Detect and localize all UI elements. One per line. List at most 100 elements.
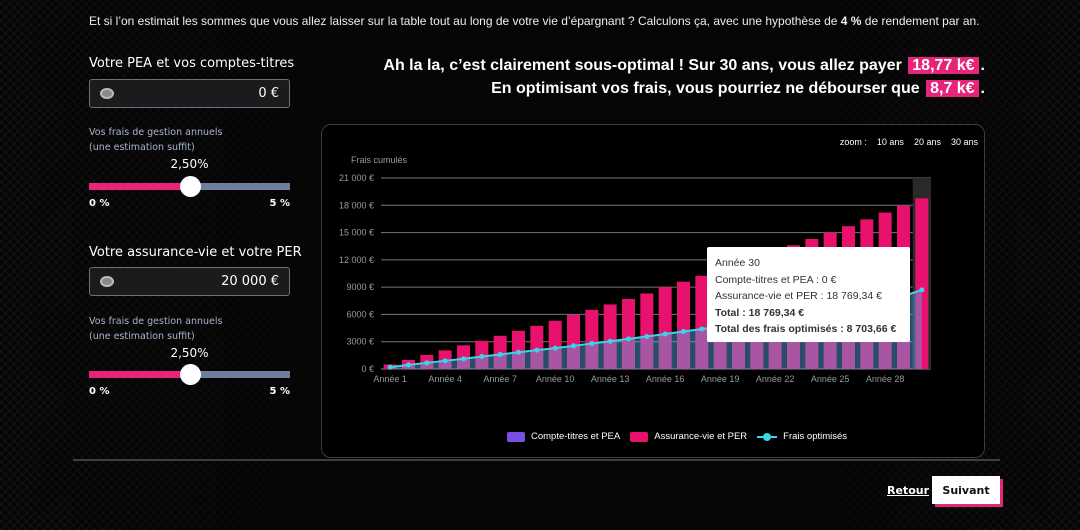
optimized-point — [497, 351, 503, 357]
x-tick-label: Année 16 — [646, 374, 685, 384]
legend-swatch-pea — [507, 431, 525, 442]
bar-assurance-vie-per — [658, 287, 672, 369]
x-tick-label: Année 1 — [373, 374, 407, 384]
x-tick-label: Année 25 — [811, 374, 850, 384]
optimized-fees-highlight: 8,7 k€ — [926, 80, 979, 97]
pea-label: Votre PEA et vos comptes-titres — [89, 56, 295, 71]
slider-max: 5 % — [269, 198, 290, 209]
y-tick-label: 6000 € — [346, 309, 374, 319]
zoom-10-ans[interactable]: 10 ans — [876, 137, 904, 147]
optimized-point — [626, 336, 631, 342]
av-amount-value: 20 000 € — [221, 274, 279, 289]
optimized-point — [662, 331, 668, 337]
pea-fee-value: 2,50% — [170, 157, 209, 171]
optimized-point — [699, 326, 705, 332]
optimized-point — [479, 354, 485, 360]
coins-icon — [100, 276, 114, 287]
bar-assurance-vie-per — [530, 325, 544, 369]
intro-after: de rendement par an. — [861, 14, 980, 28]
tooltip-av: Assurance-vie et PER : 18 769,34 € — [715, 290, 882, 302]
headline-punct: . — [980, 57, 985, 74]
y-tick-label: 3000 € — [346, 337, 374, 347]
av-fee-slider[interactable] — [89, 364, 290, 385]
total-fees-highlight: 18,77 k€ — [908, 57, 979, 74]
av-slider-range: 0 % 5 % — [89, 386, 290, 397]
zoom-label: zoom : — [839, 137, 867, 147]
y-tick-label: 18 000 € — [339, 200, 374, 210]
legend-av[interactable]: Assurance-vie et PER — [654, 431, 748, 442]
tooltip-optimized: Total des frais optimisés : 8 703,66 € — [715, 323, 897, 335]
optimized-point — [644, 333, 650, 339]
pea-slider-range: 0 % 5 % — [89, 198, 290, 209]
bar-assurance-vie-per — [640, 293, 654, 369]
optimized-area — [390, 289, 922, 369]
bar-assurance-vie-per — [603, 304, 617, 369]
x-tick-label: Année 7 — [483, 374, 517, 384]
x-tick-label: Année 13 — [591, 374, 630, 384]
y-tick-label: 0 € — [361, 364, 374, 374]
optimized-point — [571, 343, 576, 349]
bar-assurance-vie-per — [585, 309, 599, 369]
back-link[interactable]: Retour — [887, 484, 930, 497]
av-amount-input[interactable]: 20 000 € — [89, 267, 290, 296]
x-tick-label: Année 4 — [428, 374, 462, 384]
next-button[interactable]: Suivant — [932, 476, 1000, 504]
y-tick-label: 9000 € — [346, 282, 374, 292]
headline-punct: . — [980, 80, 985, 97]
divider — [73, 459, 1000, 461]
optimized-point — [461, 356, 466, 362]
headline-line-2: En optimisant vos frais, vous pourriez n… — [491, 80, 985, 98]
y-tick-label: 12 000 € — [339, 255, 374, 265]
tooltip-total: Total : 18 769,34 € — [715, 306, 805, 319]
pea-amount-input[interactable]: 0 € — [89, 79, 290, 108]
x-tick-label: Année 19 — [701, 374, 740, 384]
slider-fill — [89, 371, 190, 378]
bar-assurance-vie-per — [695, 275, 709, 369]
y-tick-label: 15 000 € — [339, 228, 374, 238]
x-tick-label: Année 28 — [866, 374, 905, 384]
chart-legend: Compte-titres et PEA Assurance-vie et PE… — [507, 431, 847, 442]
pea-amount-value: 0 € — [258, 86, 279, 101]
pea-fees-label: Vos frais de gestion annuels (une estimat… — [89, 125, 222, 155]
optimized-point — [406, 362, 411, 368]
chart-zoom-controls: zoom : 10 ans 20 ans 30 ans — [840, 137, 978, 147]
optimized-point — [442, 358, 448, 364]
slider-min: 0 % — [89, 386, 110, 397]
chart-tooltip: Année 30 Compte-titres et PEA : 0 € Assu… — [707, 247, 910, 342]
optimized-point — [516, 349, 521, 355]
tooltip-pea: Compte-titres et PEA : 0 € — [715, 273, 837, 286]
legend-optimized[interactable]: Frais optimisés — [783, 431, 848, 442]
optimized-point — [607, 338, 613, 344]
legend-swatch-av — [630, 431, 649, 442]
pea-fee-slider[interactable] — [89, 176, 290, 197]
slider-handle[interactable] — [179, 364, 201, 385]
pea-fees-label-1: Vos frais de gestion annuels — [89, 127, 223, 138]
av-fees-label-2: (une estimation suffit) — [89, 331, 195, 342]
optimized-point — [387, 364, 393, 370]
fees-chart: zoom : 10 ans 20 ans 30 ans Frais cumulés 0… — [321, 124, 985, 458]
av-label: Votre assurance-vie et votre PER — [89, 245, 302, 260]
optimized-point — [681, 329, 686, 335]
legend-pea[interactable]: Compte-titres et PEA — [531, 431, 621, 442]
headline-text: En optimisant vos frais, vous pourriez n… — [491, 80, 920, 97]
slider-min: 0 % — [89, 198, 110, 209]
zoom-30-ans[interactable]: 30 ans — [950, 137, 978, 147]
av-fees-label-1: Vos frais de gestion annuels — [89, 316, 223, 327]
optimized-point — [589, 341, 595, 347]
bar-assurance-vie-per — [677, 281, 690, 369]
headline-line-1: Ah la la, c’est clairement sous-optimal … — [383, 57, 985, 75]
tooltip-title: Année 30 — [715, 257, 760, 269]
coins-icon — [100, 88, 114, 99]
av-fee-value: 2,50% — [170, 346, 209, 360]
optimized-point — [552, 345, 558, 351]
legend-line-icon — [757, 432, 778, 441]
intro-text: Et si l’on estimait les sommes que vous … — [89, 14, 989, 28]
av-fees-label: Vos frais de gestion annuels (une estimat… — [89, 314, 222, 344]
slider-handle[interactable] — [179, 176, 201, 197]
bar-assurance-vie-per — [548, 320, 562, 369]
zoom-20-ans[interactable]: 20 ans — [913, 137, 941, 147]
y-tick-label: 21 000 € — [339, 173, 374, 183]
intro-before: Et si l’on estimait les sommes que vous … — [89, 14, 841, 28]
bar-assurance-vie-per — [567, 314, 580, 369]
optimized-point — [424, 360, 430, 366]
